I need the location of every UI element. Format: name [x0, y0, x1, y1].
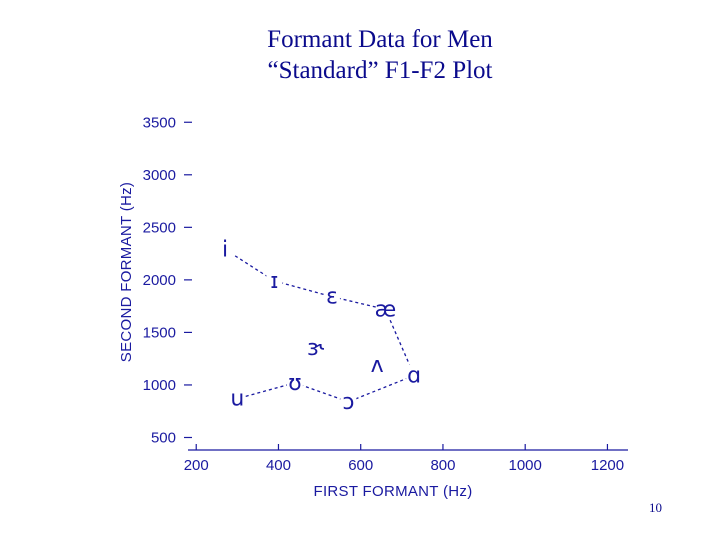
- y-tick-label-3000: 3000: [143, 167, 176, 184]
- y-tick-label-1000: 1000: [143, 377, 176, 394]
- connector-segment: [294, 382, 349, 403]
- y-tick-label-2000: 2000: [143, 272, 176, 289]
- vowel-backing: [286, 371, 303, 392]
- vowel-point: u: [230, 387, 244, 412]
- vowel-backing: [369, 353, 386, 374]
- vowel-backing: [406, 364, 423, 385]
- connector-segment: [384, 309, 415, 376]
- vowel-point: ɛ: [326, 285, 338, 310]
- vowel-backing: [266, 269, 283, 290]
- vowel-point: ɑ: [407, 363, 421, 388]
- x-axis-label: FIRST FORMANT (Hz): [313, 483, 472, 500]
- connector-segment: [224, 248, 275, 282]
- vowel-backing: [323, 285, 340, 306]
- vowel-point: ʌ: [371, 353, 384, 378]
- y-tick-label-500: 500: [151, 429, 176, 446]
- vowel-backing: [307, 337, 324, 358]
- vowel-point: æ: [375, 297, 397, 322]
- vowel-point: i: [222, 237, 228, 262]
- y-axis-label: SECOND FORMANT (Hz): [118, 182, 135, 362]
- x-tick-label-600: 600: [348, 457, 373, 474]
- vowel-backing: [377, 298, 394, 319]
- vowel-quadrilateral: [224, 248, 415, 403]
- vowel-backing: [217, 238, 234, 259]
- x-tick-label-200: 200: [184, 457, 209, 474]
- axes: 200 400 600 800 1000 1200 500 1000 1500 2000 2500 3…: [118, 114, 628, 500]
- vowel-backing: [340, 390, 357, 411]
- x-tick-label-800: 800: [430, 457, 455, 474]
- vowel-point: ɔ: [342, 390, 354, 415]
- connector-segment: [274, 280, 333, 298]
- x-tick-label-1200: 1200: [591, 457, 624, 474]
- vowel-point: ɝ: [307, 336, 324, 361]
- vowel-backing: [229, 387, 246, 408]
- y-tick-label-1500: 1500: [143, 324, 176, 341]
- connector-segment: [348, 374, 415, 403]
- vowel-point: ʊ: [288, 371, 302, 396]
- vowel-labels: i ɪ ɛ æ ɑ ɔ ʊ u ʌ ɝ: [217, 237, 423, 415]
- slide-title: Formant Data for Men “Standard” F1-F2 Pl…: [0, 24, 720, 86]
- x-tick-label-400: 400: [266, 457, 291, 474]
- title-line-1: Formant Data for Men: [267, 26, 493, 53]
- title-line-2: “Standard” F1-F2 Plot: [267, 57, 493, 84]
- y-tick-label-2500: 2500: [143, 219, 176, 236]
- x-tick-label-1000: 1000: [509, 457, 542, 474]
- connector-segment: [237, 382, 296, 400]
- y-tick-label-3500: 3500: [143, 114, 176, 131]
- page-number: 10: [649, 500, 662, 515]
- vowel-point: ɪ: [270, 269, 278, 294]
